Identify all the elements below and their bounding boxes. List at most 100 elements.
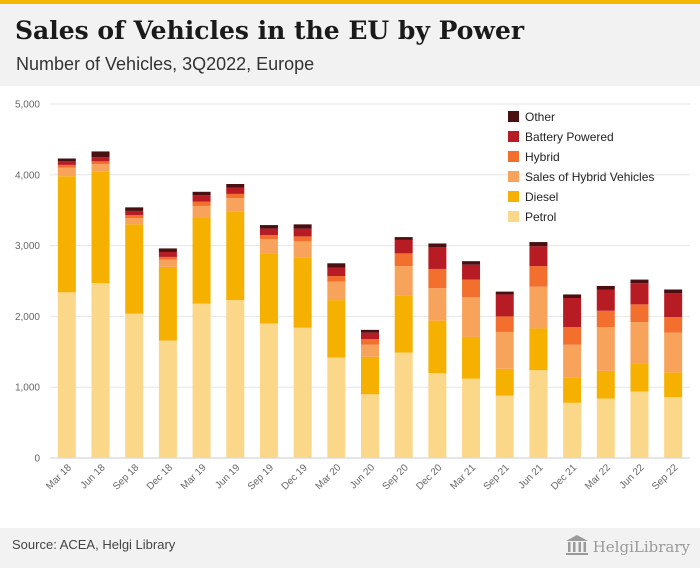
bar-segment <box>226 300 245 458</box>
legend-swatch <box>508 131 519 142</box>
bar-segment <box>327 276 346 282</box>
bar-segment <box>158 256 177 260</box>
bar-segment <box>57 164 76 168</box>
bar-segment <box>394 352 413 458</box>
bar-segment <box>563 327 582 345</box>
bar-segment <box>57 292 76 458</box>
bar-segment <box>125 313 144 458</box>
bar-segment <box>361 394 379 458</box>
bar-segment <box>563 297 582 328</box>
bar-segment <box>361 329 379 333</box>
bar-segment <box>462 279 481 298</box>
bar-segment <box>259 228 278 235</box>
bar-segment <box>462 261 481 265</box>
bar-segment <box>158 259 177 267</box>
x-tick-label: Dec 19 <box>280 462 310 492</box>
bar-segment <box>91 161 110 165</box>
bar-segment <box>596 370 615 399</box>
bar-segment <box>563 377 582 403</box>
bar-segment <box>495 291 514 295</box>
bar-segment <box>495 331 514 369</box>
bar-segment <box>192 201 211 206</box>
x-tick-label: Sep 21 <box>482 462 512 492</box>
legend-label: Hybrid <box>525 150 560 164</box>
x-tick-label: Sep 20 <box>381 462 411 492</box>
legend-swatch <box>508 151 519 162</box>
x-tick-label: Mar 18 <box>44 462 74 492</box>
bar-segment <box>91 283 110 458</box>
x-tick-label: Sep 19 <box>246 462 276 492</box>
x-tick-label: Mar 21 <box>448 462 478 492</box>
bar-segment <box>361 344 379 357</box>
bar-segment <box>462 297 481 337</box>
x-tick-label: Sep 22 <box>650 462 680 492</box>
bar-segment <box>664 332 683 373</box>
bar-segment <box>327 357 346 458</box>
y-tick-label: 4,000 <box>15 170 40 181</box>
x-tick-label: Mar 20 <box>314 462 344 492</box>
bar-segment <box>664 317 683 333</box>
bar-segment <box>293 241 312 258</box>
bar-segment <box>529 246 548 267</box>
bar-segment <box>462 336 481 379</box>
bar-segment <box>226 187 245 194</box>
bar-segment <box>226 211 245 301</box>
bar-segment <box>428 247 447 269</box>
legend-swatch <box>508 191 519 202</box>
legend-swatch <box>508 171 519 182</box>
x-tick-label: Jun 18 <box>79 462 108 491</box>
x-tick-label: Jun 21 <box>517 462 546 491</box>
brand-name: HelgiLibrary <box>592 538 690 556</box>
brand-logo: HelgiLibrary <box>565 533 690 561</box>
bar-segment <box>428 288 447 321</box>
bar-segment <box>293 228 312 237</box>
bar-segment <box>495 395 514 458</box>
bar-segment <box>125 215 144 218</box>
bar-segment <box>192 191 211 196</box>
bar-segment <box>125 207 144 211</box>
bar-segment <box>327 281 346 301</box>
y-axis-ticks: 0 1,000 2,000 3,000 4,000 5,000 <box>15 100 40 465</box>
bar-segment <box>192 303 211 458</box>
legend-label: Diesel <box>525 190 558 204</box>
bar-segment <box>529 370 548 458</box>
x-tick-label: Jun 22 <box>618 462 647 491</box>
x-tick-label: Dec 20 <box>414 462 444 492</box>
bar-segment <box>361 356 379 395</box>
x-tick-label: Dec 21 <box>549 462 579 492</box>
bar-segment <box>630 304 649 323</box>
bar-segment <box>428 243 447 248</box>
bar-segment <box>394 237 413 240</box>
bar-segment <box>563 402 582 458</box>
bar-segment <box>226 184 245 188</box>
chart-subtitle: Number of Vehicles, 3Q2022, Europe <box>16 54 315 74</box>
bar-segment <box>630 322 649 364</box>
source-note: Source: ACEA, Helgi Library <box>12 537 176 552</box>
bar-segment <box>259 225 278 229</box>
bar-segment <box>529 328 548 371</box>
x-tick-label: Mar 22 <box>583 462 613 492</box>
legend-label: Sales of Hybrid Vehicles <box>525 170 654 184</box>
bar-segment <box>630 363 649 392</box>
legend-swatch <box>508 211 519 222</box>
bar-segment <box>293 327 312 458</box>
bar-segment <box>57 167 76 177</box>
bar-segment <box>327 300 346 358</box>
bar-segment <box>259 239 278 254</box>
bar-segment <box>327 263 346 268</box>
bar-segment <box>428 268 447 289</box>
top-accent-bar <box>0 0 700 4</box>
chart-title: Sales of Vehicles in the EU by Power <box>15 16 525 45</box>
bar-segment <box>192 205 211 218</box>
y-tick-label: 0 <box>34 454 40 465</box>
library-building-icon <box>565 534 589 561</box>
bar-segment <box>630 283 649 305</box>
bar-segment <box>361 332 379 340</box>
bar-segment <box>91 151 110 158</box>
bar-segment <box>226 193 245 199</box>
bar-segment <box>125 224 144 314</box>
bar-segment <box>259 234 278 240</box>
bar-segment <box>192 217 211 304</box>
bar-segment <box>495 368 514 396</box>
